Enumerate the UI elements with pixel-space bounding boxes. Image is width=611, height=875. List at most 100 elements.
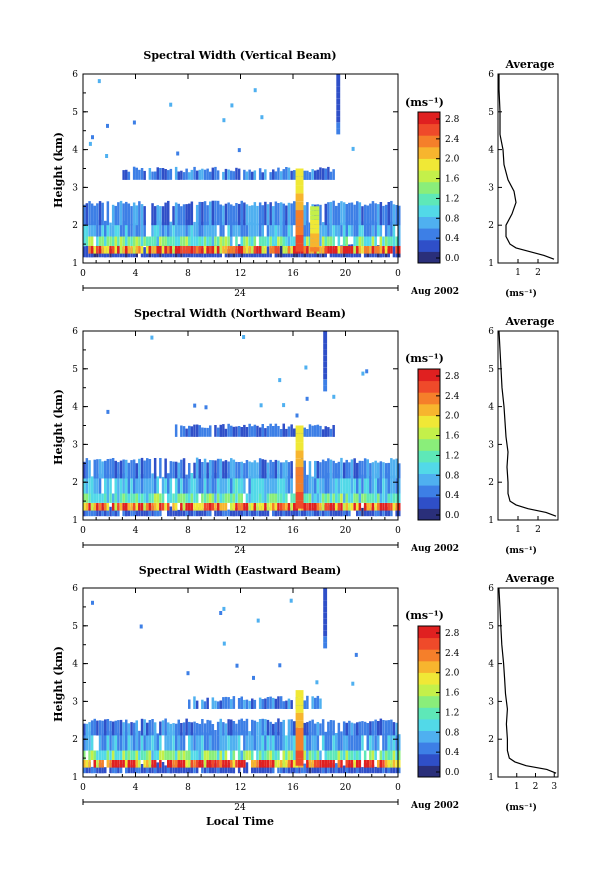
heatmap-cell [88,246,91,254]
heatmap-cell [308,461,312,479]
heatmap-cell [350,246,354,254]
heatmap-cell [138,224,141,237]
colorbar-swatch [418,251,440,264]
heatmap-cell [140,510,144,517]
heatmap-cell [198,201,201,226]
heatmap-cell [161,206,165,226]
x-tick-label: 0 [395,526,401,536]
heatmap-cell [195,204,199,226]
heatmap-cell [395,507,398,517]
colorbar-swatch [418,170,440,183]
heatmap-cell [282,169,285,180]
heatmap-cell [398,734,401,751]
heatmap-cell [251,698,254,709]
heatmap-cell [253,222,257,237]
heatmap-cell [285,246,288,254]
heatmap-cell [156,221,159,237]
heatmap-cell [384,473,388,494]
heatmap-cell [122,750,125,760]
heatmap-cell [151,505,154,517]
heatmap-cell [148,720,152,736]
heatmap-cell [188,733,191,751]
heatmap-cell [209,503,212,511]
heatmap-cell [109,458,112,479]
heatmap-cell [293,765,296,774]
heatmap-cell [377,506,380,517]
heatmap-cell [303,478,306,494]
heatmap-cell [224,723,228,736]
heatmap-cell [146,750,149,760]
heatmap-cell [356,222,359,237]
heatmap-cell [272,762,275,774]
heatmap-cell [109,222,112,237]
heatmap-cell [248,700,251,709]
heatmap-cell [96,720,99,736]
heatmap-cell [214,200,217,226]
heatmap-cell [174,424,178,437]
heatmap-cell [182,246,186,254]
heatmap-cell [190,762,194,774]
x-tick-label: 0 [395,783,401,793]
heatmap-cell [232,493,236,503]
heatmap-cell [240,696,243,709]
heatmap-cell [382,509,385,517]
heatmap-cell [295,442,304,451]
heatmap-cell [311,750,314,760]
heatmap-cell [180,732,183,751]
heatmap-cell [314,503,317,511]
heatmap-cell [83,461,86,479]
heatmap-cell [358,766,362,774]
heatmap-cell [240,760,243,768]
heatmap-cell [243,720,246,736]
heatmap-cell [332,493,335,503]
heatmap-cell [398,236,401,246]
colorbar-swatch [418,672,440,685]
heatmap-cell [177,760,180,768]
x-tick-label: 20 [340,269,352,279]
heatmap-cell [180,206,183,226]
heatmap-cell [365,369,369,374]
heatmap-cell [167,763,170,774]
heatmap-cell [348,503,351,511]
heatmap-cell [293,428,296,437]
heatmap-cell [167,503,170,511]
heatmap-cell [308,475,312,494]
heatmap-cell [101,760,104,768]
heatmap-cell [203,221,207,237]
heatmap-cell [201,719,204,736]
heatmap-cell [85,246,89,258]
heatmap-cell [190,509,194,517]
heatmap-cell [303,763,306,774]
heatmap-cell [106,493,110,503]
heatmap-cell [203,764,207,774]
heatmap-cell [245,731,249,751]
heatmap-cell [323,355,328,362]
heatmap-cell [356,472,359,494]
heatmap-cell [106,503,110,511]
heatmap-cell [382,760,385,768]
heatmap-cell [109,506,112,517]
heatmap-cell [148,493,152,503]
heatmap-cell [240,236,243,246]
heatmap-cell [308,493,312,503]
heatmap-cell [153,472,157,494]
heatmap-cell [287,698,291,709]
heatmap-cell [245,503,249,511]
heatmap-cell [256,205,259,226]
heatmap-cell [130,224,133,237]
heatmap-cell [159,507,162,517]
heatmap-cell [398,763,401,774]
heatmap-cell [384,750,388,760]
heatmap-cell [146,246,149,254]
heatmap-cell [153,503,157,511]
heatmap-cell [256,618,260,623]
heatmap-cell [193,246,196,254]
heatmap-cell [182,172,186,180]
heatmap-cell [353,493,356,503]
heatmap-cell [332,750,335,760]
heatmap-cell [117,760,120,768]
heatmap-cell [295,506,299,517]
heatmap-cell [374,503,377,511]
heatmap-cell [363,458,367,479]
heatmap-cell [161,762,165,774]
